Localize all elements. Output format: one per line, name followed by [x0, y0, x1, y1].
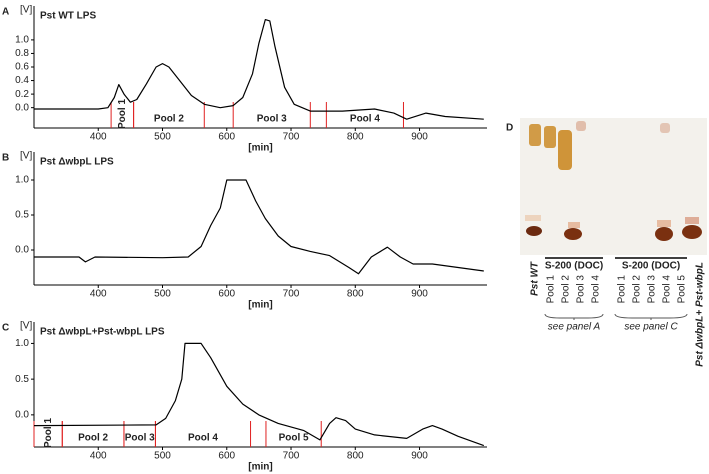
x-axis-label: [min]	[248, 300, 272, 311]
lane-label: Pool 1	[617, 275, 628, 304]
brace	[544, 313, 604, 320]
pool-label: Pool 4	[350, 114, 380, 125]
pool-label: Pool 1	[117, 99, 128, 129]
y-axis-label: [V]	[20, 151, 32, 162]
lane-label: Pool 2	[561, 275, 572, 304]
x-tick-label: 600	[218, 451, 235, 462]
x-tick-label: 500	[154, 289, 171, 300]
gel-band	[526, 226, 542, 236]
x-tick-label: 800	[347, 451, 364, 462]
x-axis-label: [min]	[248, 143, 272, 154]
y-tick-label: 0.0	[15, 245, 29, 256]
pool-label: Pool 1	[43, 418, 54, 448]
chart-panel: A Pst WT LPS [V] [min] 0.0 0.2 0.4 0.6 0.8 1.0 400…	[2, 5, 487, 154]
chart-panel: B Pst ΔwbpL LPS [V] [min] 0.0 0.5 1.0 400 500 600…	[2, 151, 487, 311]
lane-label: Pool 4	[591, 275, 602, 304]
trace	[33, 342, 485, 447]
x-tick-label: 700	[283, 132, 300, 143]
pool-label: Pool 4	[188, 433, 218, 444]
x-tick-label: 900	[411, 289, 428, 300]
gel-band	[682, 225, 702, 239]
gel-band	[657, 220, 671, 227]
x-tick-label: 600	[218, 132, 235, 143]
y-tick-label: 0.8	[15, 48, 29, 59]
chart-title: Pst WT LPS	[40, 11, 96, 22]
lane-label: Pool 1	[546, 275, 557, 304]
y-tick-label: 0.5	[15, 374, 29, 385]
lane-label: Pool 3	[576, 275, 587, 304]
lane-label: Pool 2	[632, 275, 643, 304]
y-tick-label: 0.0	[15, 409, 29, 420]
panel-label: C	[2, 323, 9, 334]
y-tick-label: 1.0	[15, 35, 29, 46]
panel-label: D	[506, 123, 513, 134]
x-tick-label: 500	[154, 132, 171, 143]
gel-band	[576, 121, 586, 131]
group-header: S-200 (DOC)	[622, 261, 680, 272]
y-tick-label: 1.0	[15, 175, 29, 186]
x-tick-label: 400	[90, 451, 107, 462]
pool-label: Pool 2	[154, 114, 184, 125]
y-tick-label: 0.0	[15, 102, 29, 113]
group-note: see panel C	[624, 322, 678, 333]
brace	[614, 313, 688, 320]
x-tick-label: 900	[411, 132, 428, 143]
group-note: see panel A	[548, 322, 601, 333]
x-axis-label: [min]	[248, 462, 272, 473]
gel-band	[529, 124, 541, 146]
gel-band	[558, 130, 572, 170]
x-tick-label: 600	[218, 289, 235, 300]
gel-panel: D Pst WT S-200 (DOC) Pool 1 Pool 2 Pool …	[506, 118, 707, 367]
y-tick-label: 0.4	[15, 75, 29, 86]
gel-band	[564, 228, 582, 240]
y-axis-label: [V]	[20, 321, 32, 332]
x-tick-label: 400	[90, 132, 107, 143]
pool-label: Pool 2	[78, 433, 108, 444]
x-tick-label: 700	[283, 289, 300, 300]
pool-label: Pool 5	[279, 433, 309, 444]
pool-label: Pool 3	[125, 433, 155, 444]
gel-band	[568, 222, 580, 228]
x-tick-label: 400	[90, 289, 107, 300]
x-tick-label: 800	[347, 289, 364, 300]
x-tick-label: 900	[411, 451, 428, 462]
gel-band	[525, 215, 541, 221]
trace	[34, 179, 484, 275]
chart-panel: C Pst ΔwbpL+Pst-wbpL LPS [V] [min] 0.0 0.5 1.0…	[2, 321, 487, 473]
y-axis-label: [V]	[20, 5, 32, 16]
y-tick-label: 0.6	[15, 62, 29, 73]
lane-label: Pst WT	[530, 261, 541, 296]
x-tick-label: 800	[347, 132, 364, 143]
x-tick-label: 500	[154, 451, 171, 462]
y-tick-label: 1.0	[15, 338, 29, 349]
lane-label: Pool 3	[647, 275, 658, 304]
lane-label: Pst ΔwbpL+ Pst-wbpL	[695, 262, 706, 367]
panel-label: A	[2, 7, 9, 18]
chart-title: Pst ΔwbpL LPS	[40, 157, 114, 168]
gel-band	[655, 227, 673, 241]
group-header: S-200 (DOC)	[545, 261, 603, 272]
y-tick-label: 0.2	[15, 89, 29, 100]
gel-band	[544, 126, 556, 148]
trace	[34, 19, 484, 120]
gel-band	[660, 123, 670, 133]
lane-label: Pool 5	[677, 275, 688, 304]
lane-label: Pool 4	[662, 275, 673, 304]
x-tick-label: 700	[283, 451, 300, 462]
gel-band	[685, 217, 699, 224]
y-tick-label: 0.5	[15, 210, 29, 221]
chart-title: Pst ΔwbpL+Pst-wbpL LPS	[40, 327, 165, 338]
panel-label: B	[2, 153, 9, 164]
pool-label: Pool 3	[257, 114, 287, 125]
